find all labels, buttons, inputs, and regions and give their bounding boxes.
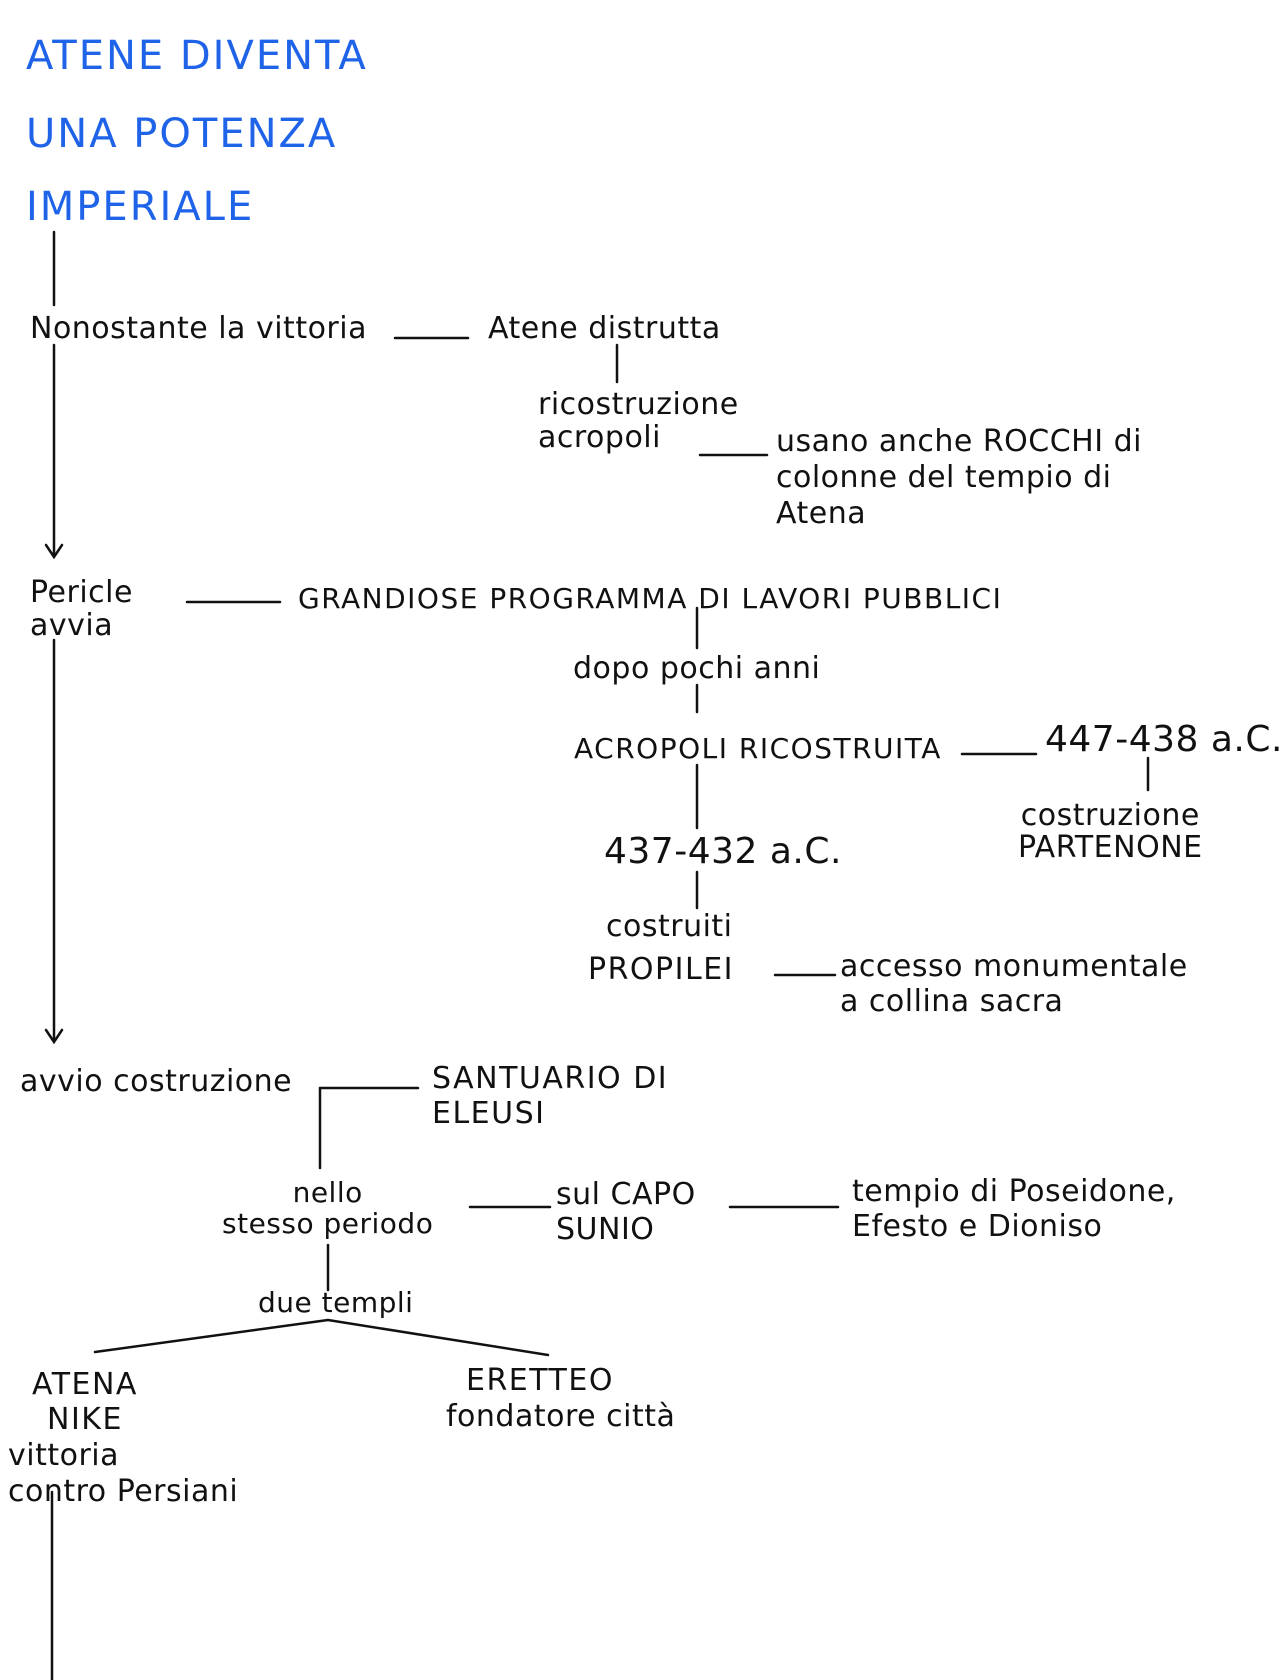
note-dopo-pochi-anni: dopo pochi anni — [573, 651, 821, 686]
note-eretteo: ERETTEO — [466, 1363, 614, 1398]
title-line-1: ATENE DIVENTA — [26, 33, 368, 79]
note-date-437: 437-432 a.C. — [604, 831, 842, 872]
note-fondatore-citta: fondatore città — [446, 1399, 676, 1434]
note-costruiti: costruiti — [606, 909, 733, 944]
note-vittoria-persiani: vittoria contro Persiani — [8, 1438, 239, 1509]
note-sul-capo-sunio: sul CAPO SUNIO — [556, 1177, 696, 1247]
note-nello-stesso-periodo: nello stesso periodo — [222, 1176, 434, 1240]
note-usano-rocchi: usano anche ROCCHI di colonne del tempio… — [776, 424, 1143, 531]
note-due-templi: due templi — [258, 1286, 414, 1319]
note-costruzione-partenone: costruzione PARTENONE — [1018, 798, 1203, 865]
note-programma: GRANDIOSE PROGRAMMA DI LAVORI PUBBLICI — [298, 582, 1003, 615]
note-date-447: 447-438 a.C. — [1045, 719, 1280, 760]
title-line-3: IMPERIALE — [26, 184, 255, 230]
note-tempio-poseidone: tempio di Poseidone, Efesto e Dioniso — [852, 1174, 1176, 1244]
note-pericle: Pericle avvia — [30, 575, 133, 643]
note-ricostruzione-acropoli: ricostruzione acropoli — [538, 387, 739, 455]
note-acropoli-ricostruita: ACROPOLI RICOSTRUITA — [574, 732, 942, 765]
title-line-2: UNA POTENZA — [26, 111, 338, 157]
note-atena-nike: ATENA NIKE — [32, 1367, 138, 1437]
note-atene-distrutta: Atene distrutta — [488, 311, 721, 346]
note-accesso-monumentale: accesso monumentale a collina sacra — [840, 949, 1188, 1019]
note-nonostante: Nonostante la vittoria — [30, 311, 367, 346]
note-propilei: PROPILEI — [588, 952, 735, 987]
note-santuario-eleusi: SANTUARIO DI ELEUSI — [432, 1061, 669, 1131]
note-avvio-costruzione: avvio costruzione — [20, 1064, 293, 1099]
